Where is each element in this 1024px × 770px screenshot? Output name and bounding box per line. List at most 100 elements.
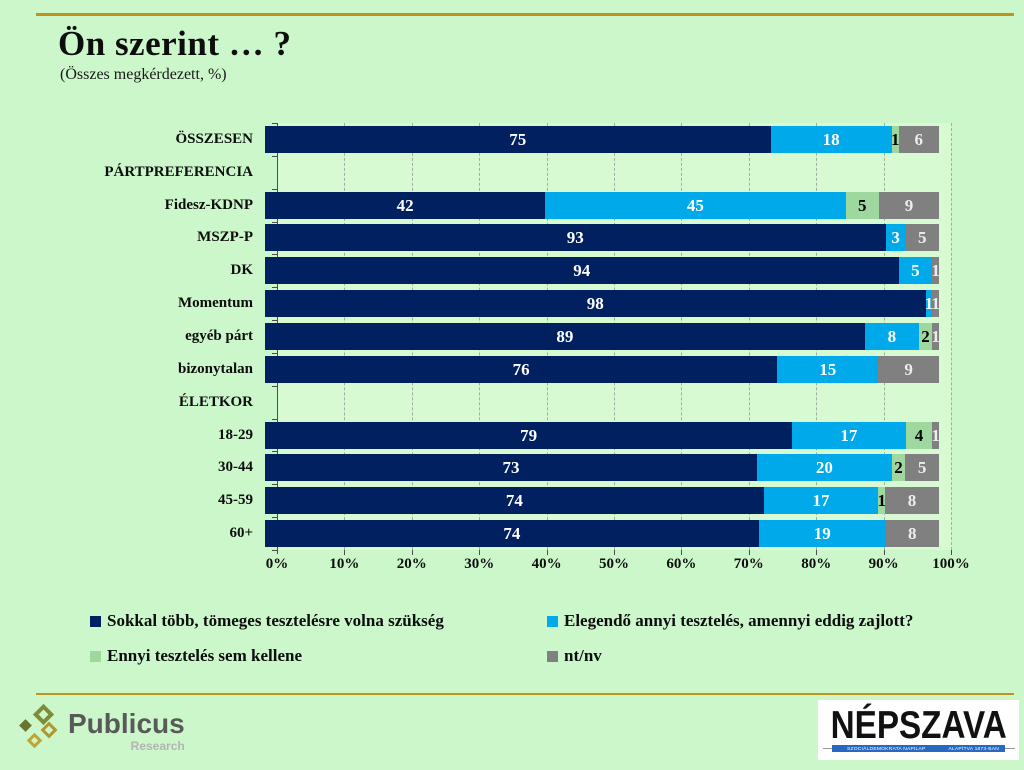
bar-value-label: 94 [573,261,591,281]
row-group-header: PÁRTPREFERENCIA [104,163,253,180]
row-category-label: Fidesz-KDNP [164,196,253,213]
row-category-label: bizonytalan [177,360,253,377]
row-category-label: 45-59 [218,492,253,509]
bar-value-label: 20 [815,458,833,478]
bar-value-label: 2 [894,458,903,478]
y-axis-tick [272,320,277,321]
y-axis-tick [272,287,277,288]
nepszava-tagline-right: ALAPÍTVA 1873-BAN [948,745,999,752]
y-axis-tick [272,451,277,452]
bar-value-label: 73 [502,458,520,478]
bar-segment: 1 [931,257,940,285]
bar-segment: 9 [878,355,939,383]
stacked-bar-chart: ÖSSZESEN 75 18 1 6 PÁRTPREFERENCIA Fidesz-KDNP… [0,123,952,555]
bar-segment: 94 [265,257,899,285]
bar-value-label: 4 [914,425,924,445]
tagline-rule-left [822,748,832,749]
bar-value-label: 2 [921,326,930,346]
row-category-label: 30-44 [218,459,253,476]
bar-value-label: 5 [911,261,920,281]
bar-value-label: 1 [931,261,940,281]
bar-segment: 1 [877,487,886,515]
bar-segment: 42 [265,191,546,219]
bar-segment: 1 [931,290,940,318]
bar-segment: 76 [265,355,778,383]
nepszava-tagline-strip: SZOCIÁLDEMOKRATA NAPILAP ALAPÍTVA 1873-B… [822,745,1015,752]
publicus-logo: Publicus Research [16,703,185,756]
bar-track: 73 20 2 5 [265,454,939,482]
bar-segment: 1 [931,322,940,350]
x-axis-tick-label: 20% [396,556,427,572]
bar-value-label: 79 [520,425,538,445]
legend-item-much-more-testing: Sokkal több, tömeges tesztelésre volna s… [90,611,444,631]
x-axis-tick-label: 40% [531,556,562,572]
bar-segment: 8 [885,487,939,515]
top-separator-line [36,13,1014,16]
bar-value-label: 1 [931,294,940,314]
bar-value-label: 76 [512,359,530,379]
bar-segment: 4 [905,421,933,449]
row-group-header: ÉLETKOR [178,393,253,410]
legend-swatch-navy [90,615,101,627]
bar-value-label: 15 [819,359,837,379]
y-axis-tick [272,353,277,354]
bar-value-label: 9 [904,359,913,379]
bar-track: 74 17 1 8 [265,487,939,515]
publicus-wordmark: Publicus Research [68,710,185,754]
x-axis-tick [951,550,952,555]
bar-segment: 8 [885,520,939,548]
bar-track: 74 19 8 [265,520,939,548]
diamond-shape [32,703,55,726]
diamond-shape [26,732,43,749]
legend-label: Elegendő annyi tesztelés, amennyi eddig … [564,611,914,630]
bar-segment: 2 [918,322,933,350]
row-category-label: Momentum [178,295,253,312]
bar-segment: 15 [777,355,879,383]
nepszava-logo: NÉPSZAVA SZOCIÁLDEMOKRATA NAPILAP ALAPÍT… [818,700,1019,760]
legend-label: nt/nv [564,646,602,665]
bar-value-label: 74 [505,491,523,511]
bar-segment: 1 [924,290,934,318]
bar-value-label: 9 [904,195,914,215]
x-axis-tick-label: 100% [932,556,970,572]
bar-segment: 1 [931,421,940,449]
bar-segment: 2 [891,454,906,482]
bar-value-label: 19 [813,524,831,544]
y-axis-tick [272,386,277,387]
bar-value-label: 45 [686,195,704,215]
y-axis-tick [272,189,277,190]
bar-segment: 3 [885,224,906,252]
bar-value-label: 5 [917,458,927,478]
chart-row: Fidesz-KDNP 42 45 5 9 [0,189,951,222]
row-category-label: DK [230,262,254,279]
bar-segment: 5 [905,454,939,482]
page-title: Ön szerint … ? [58,24,292,63]
chart-rows: ÖSSZESEN 75 18 1 6 PÁRTPREFERENCIA Fidesz-KDNP… [0,123,951,550]
bar-segment: 1 [891,125,899,153]
bar-value-label: 93 [566,228,584,248]
chart-row: ÉLETKOR [0,386,951,419]
x-axis-tick [344,550,346,555]
bar-segment: 98 [265,290,926,318]
bar-track [265,389,939,416]
row-category-label: egyéb párt [185,327,253,344]
x-axis-labels: 0% 10% 20% 30% 40% 50% 60% 70% 80% 90% 100% [266,556,970,578]
row-category-label: 18-29 [218,426,253,443]
bar-track: 75 18 1 6 [265,125,939,153]
x-axis-tick-label: 70% [733,556,764,572]
bar-segment: 74 [265,487,764,515]
nepszava-tagline-left: SZOCIÁLDEMOKRATA NAPILAP [846,745,925,752]
chart-row: PÁRTPREFERENCIA [0,156,951,189]
chart-row: MSZP-P 93 3 5 [0,222,951,255]
bar-segment: 93 [265,224,886,252]
bar-track: 98 1 1 [265,290,940,318]
chart-row: bizonytalan 76 15 9 [0,353,951,386]
bar-segment: 5 [905,224,939,252]
x-axis-tick-label: 80% [801,556,832,572]
bar-value-label: 1 [924,294,934,314]
x-axis-tick [883,550,885,555]
y-axis-tick [272,484,277,485]
bar-value-label: 5 [918,228,927,248]
legend-item-nt-nv: nt/nv [547,646,602,666]
